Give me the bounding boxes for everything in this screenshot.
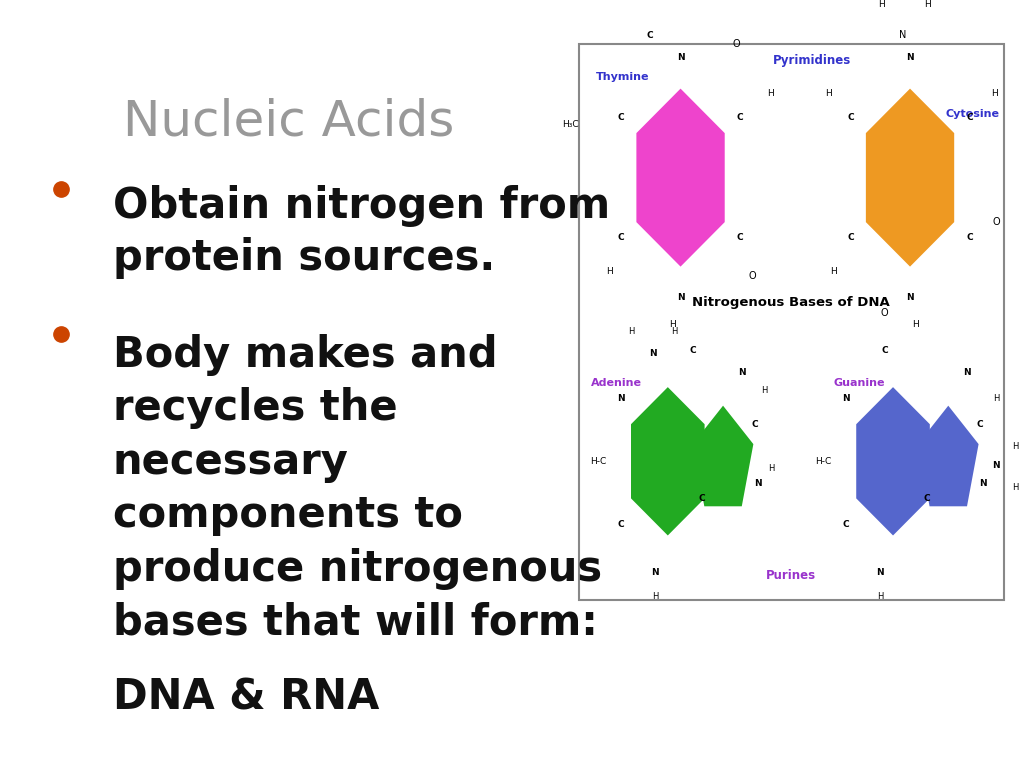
Text: O: O bbox=[881, 308, 889, 318]
Text: C: C bbox=[752, 420, 758, 429]
Text: C: C bbox=[977, 420, 983, 429]
Text: N: N bbox=[617, 394, 625, 402]
Polygon shape bbox=[692, 406, 754, 506]
Text: C: C bbox=[847, 233, 854, 242]
Text: C: C bbox=[617, 233, 625, 242]
Text: H: H bbox=[830, 266, 837, 276]
Text: N: N bbox=[877, 568, 884, 577]
Text: H₃C: H₃C bbox=[562, 120, 579, 129]
Text: C: C bbox=[737, 233, 743, 242]
Text: C: C bbox=[967, 233, 973, 242]
Text: N: N bbox=[738, 368, 745, 377]
Polygon shape bbox=[636, 88, 725, 266]
Text: C: C bbox=[967, 113, 973, 122]
Text: C: C bbox=[646, 31, 653, 40]
Text: H-C: H-C bbox=[815, 457, 831, 466]
Text: Cytosine: Cytosine bbox=[945, 108, 999, 118]
Text: H-C: H-C bbox=[590, 457, 606, 466]
Text: C: C bbox=[924, 494, 931, 503]
Text: O: O bbox=[749, 270, 756, 280]
Text: H: H bbox=[761, 386, 768, 396]
Text: N: N bbox=[906, 53, 913, 62]
Text: C: C bbox=[737, 113, 743, 122]
Text: C: C bbox=[882, 346, 888, 355]
Text: H: H bbox=[670, 320, 676, 329]
Text: N: N bbox=[906, 293, 913, 303]
Text: Guanine: Guanine bbox=[834, 379, 885, 389]
Text: N: N bbox=[964, 368, 971, 377]
Text: N: N bbox=[755, 479, 762, 488]
FancyBboxPatch shape bbox=[579, 44, 1004, 601]
Text: H: H bbox=[993, 394, 999, 402]
Text: H: H bbox=[825, 88, 831, 98]
Text: H: H bbox=[879, 0, 886, 8]
Text: O: O bbox=[993, 217, 1000, 227]
Text: H: H bbox=[767, 88, 774, 98]
Text: H: H bbox=[768, 464, 774, 473]
Text: N: N bbox=[677, 53, 684, 62]
Polygon shape bbox=[866, 88, 954, 266]
Text: C: C bbox=[617, 113, 625, 122]
Text: H: H bbox=[629, 327, 635, 336]
Text: H: H bbox=[1012, 442, 1019, 451]
Text: H: H bbox=[652, 592, 658, 601]
Text: H: H bbox=[878, 592, 884, 601]
Text: Pyrimidines: Pyrimidines bbox=[773, 55, 851, 68]
Text: Thymine: Thymine bbox=[596, 72, 649, 82]
Polygon shape bbox=[631, 387, 705, 535]
Text: Adenine: Adenine bbox=[591, 379, 642, 389]
Polygon shape bbox=[918, 406, 979, 506]
Text: O: O bbox=[733, 39, 740, 49]
Text: C: C bbox=[617, 520, 625, 529]
Text: Obtain nitrogen from
protein sources.: Obtain nitrogen from protein sources. bbox=[113, 185, 609, 279]
Text: H: H bbox=[925, 0, 931, 8]
Text: Body makes and
recycles the
necessary
components to
produce nitrogenous
bases th: Body makes and recycles the necessary co… bbox=[113, 333, 602, 644]
Polygon shape bbox=[856, 387, 930, 535]
Text: H: H bbox=[671, 327, 677, 336]
Text: Nucleic Acids: Nucleic Acids bbox=[123, 98, 455, 145]
Text: N: N bbox=[677, 293, 684, 303]
Text: H: H bbox=[991, 88, 997, 98]
Text: Nitrogenous Bases of DNA: Nitrogenous Bases of DNA bbox=[692, 296, 890, 310]
Text: DNA & RNA: DNA & RNA bbox=[113, 677, 379, 719]
Text: N: N bbox=[843, 394, 850, 402]
Text: C: C bbox=[843, 520, 850, 529]
Text: Purines: Purines bbox=[766, 569, 816, 582]
Text: N: N bbox=[980, 479, 987, 488]
Text: H: H bbox=[606, 266, 612, 276]
Text: N: N bbox=[992, 461, 999, 469]
Text: N: N bbox=[651, 568, 658, 577]
Text: N: N bbox=[899, 30, 906, 40]
Text: H: H bbox=[911, 320, 919, 329]
Text: C: C bbox=[698, 494, 706, 503]
Text: C: C bbox=[847, 113, 854, 122]
Text: N: N bbox=[649, 349, 656, 358]
Text: C: C bbox=[690, 346, 696, 355]
Text: H: H bbox=[1012, 483, 1019, 492]
